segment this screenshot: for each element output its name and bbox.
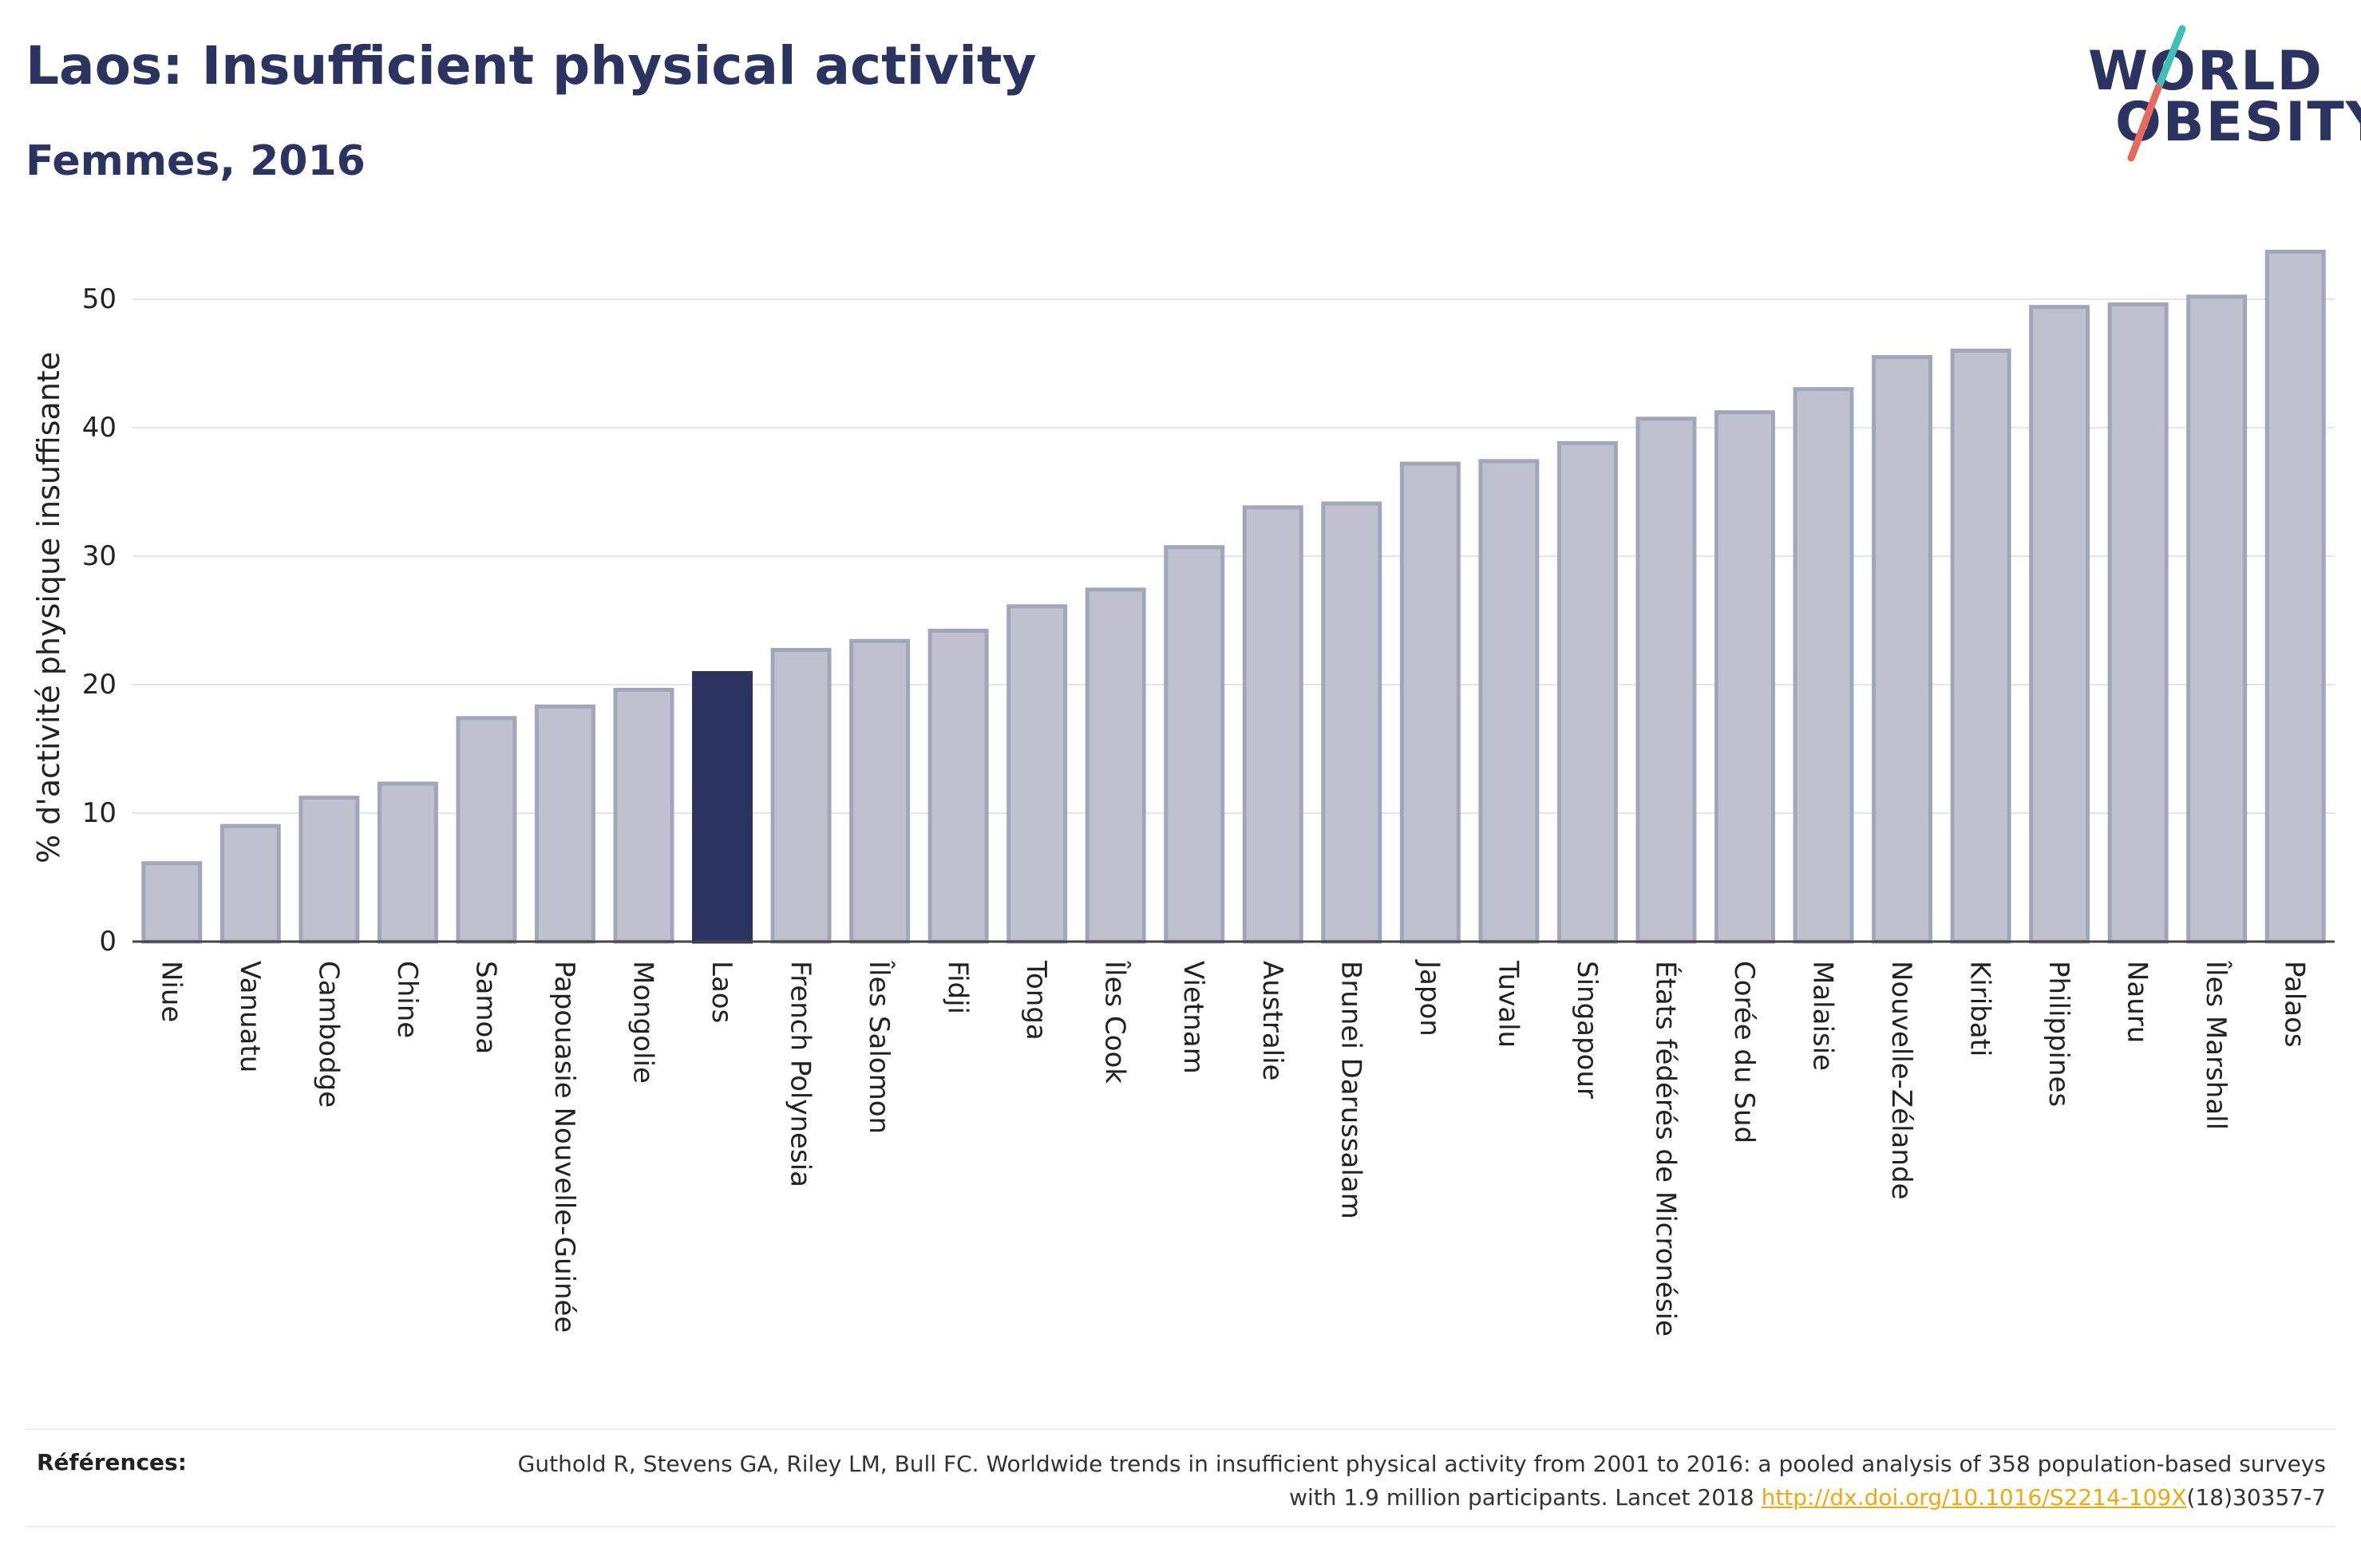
y-tick-label: 50 [82, 283, 117, 315]
bar-15 [1321, 501, 1382, 944]
x-tick-label: Vanuatu [234, 961, 266, 1072]
bar-24 [2029, 305, 2090, 944]
x-tick-label: Niue [155, 961, 187, 1022]
bar-19 [1635, 417, 1697, 944]
bar-8 [770, 648, 832, 944]
y-tick-label: 20 [82, 669, 117, 701]
bar-21 [1793, 387, 1854, 944]
bar-11 [1006, 604, 1068, 944]
x-tick-label: Vietnam [1177, 961, 1209, 1074]
bar-22 [1872, 354, 1933, 944]
references-citation: Guthold R, Stevens GA, Riley LM, Bull FC… [490, 1448, 2326, 1515]
y-tick-label: 10 [82, 797, 117, 829]
y-tick-label: 30 [82, 540, 117, 572]
x-tick-label: Laos [706, 961, 738, 1023]
x-tick-label: Cambodge [312, 961, 344, 1108]
x-tick-label: Philippines [2043, 961, 2074, 1107]
x-tick-label: Malaisie [1807, 961, 1839, 1071]
x-tick-label: Palaos [2279, 961, 2311, 1048]
citation-text: Guthold R, Stevens GA, Riley LM, Bull FC… [517, 1451, 2326, 1511]
bar-9 [849, 638, 911, 944]
x-tick-label: Îles Cook [1099, 960, 1132, 1084]
x-tick-label: Îles Salomon [863, 960, 896, 1134]
bar-1 [219, 823, 281, 944]
x-tick-label: Nauru [2122, 961, 2153, 1043]
x-tick-label: Brunei Darussalam [1335, 961, 1366, 1219]
x-tick-label: French Polynesia [785, 961, 817, 1187]
x-tick-label: Australie [1256, 961, 1288, 1080]
bar-20 [1714, 410, 1775, 944]
bar-0 [141, 861, 203, 944]
x-tick-label: Papouasie Nouvelle-Guinée [548, 961, 580, 1333]
bar-17 [1478, 459, 1540, 944]
bar-27 [2264, 249, 2326, 944]
bar-16 [1399, 461, 1461, 944]
references-label: Références: [37, 1449, 187, 1475]
y-tick-label: 0 [99, 926, 117, 958]
bar-7 [692, 671, 753, 944]
x-tick-label: Fidji [942, 961, 974, 1014]
bar-chart: 0 10 20 30 40 50 % d'activité physique insuffi… [31, 249, 2335, 1337]
doi-link[interactable]: http://dx.doi.org/10.1016/S2214-109X [1761, 1484, 2187, 1511]
y-axis-label: % d'activité physique insuffisante [31, 352, 66, 863]
x-tick-label: Singapour [1571, 961, 1603, 1099]
x-tick-label: Corée du Sud [1728, 961, 1760, 1143]
x-tick-label: Tuvalu [1492, 960, 1524, 1048]
y-tick-label: 40 [82, 412, 117, 444]
logo-slash-icon [2127, 25, 2186, 162]
citation-suffix: (18)30357-7 [2186, 1484, 2326, 1511]
x-tick-label: Tonga [1020, 960, 1052, 1041]
bar-4 [456, 716, 517, 944]
bar-10 [927, 628, 989, 944]
bar-3 [377, 781, 438, 944]
logo-line-1: WORLD [2088, 40, 2323, 103]
bar-13 [1164, 545, 1225, 944]
x-tick-label: Mongolie [627, 961, 658, 1084]
bar-12 [1085, 587, 1146, 944]
bar-18 [1556, 440, 1618, 944]
world-obesity-logo: WORLD OBESITY [2083, 24, 2361, 168]
x-tick-label: Chine [391, 961, 423, 1038]
x-tick-label: Samoa [469, 961, 501, 1054]
bar-25 [2107, 302, 2169, 944]
chart-subtitle: Femmes, 2016 [26, 137, 366, 185]
bar-26 [2186, 294, 2248, 944]
references-panel: Références: Guthold R, Stevens GA, Riley… [26, 1428, 2335, 1527]
x-tick-label: Japon [1414, 959, 1445, 1037]
x-tick-label: Îles Marshall [2200, 960, 2232, 1130]
x-tick-label: Nouvelle-Zélande [1885, 961, 1917, 1199]
bar-14 [1242, 505, 1303, 944]
chart-title: Laos: Insufficient physical activity [26, 35, 1037, 97]
bar-2 [299, 796, 360, 944]
bar-5 [534, 704, 595, 944]
x-tick-label: Kiribati [1964, 961, 1996, 1057]
bar-23 [1950, 348, 2011, 944]
bar-6 [613, 687, 674, 944]
x-tick-label: États fédérés de Micronésie [1649, 961, 1682, 1337]
